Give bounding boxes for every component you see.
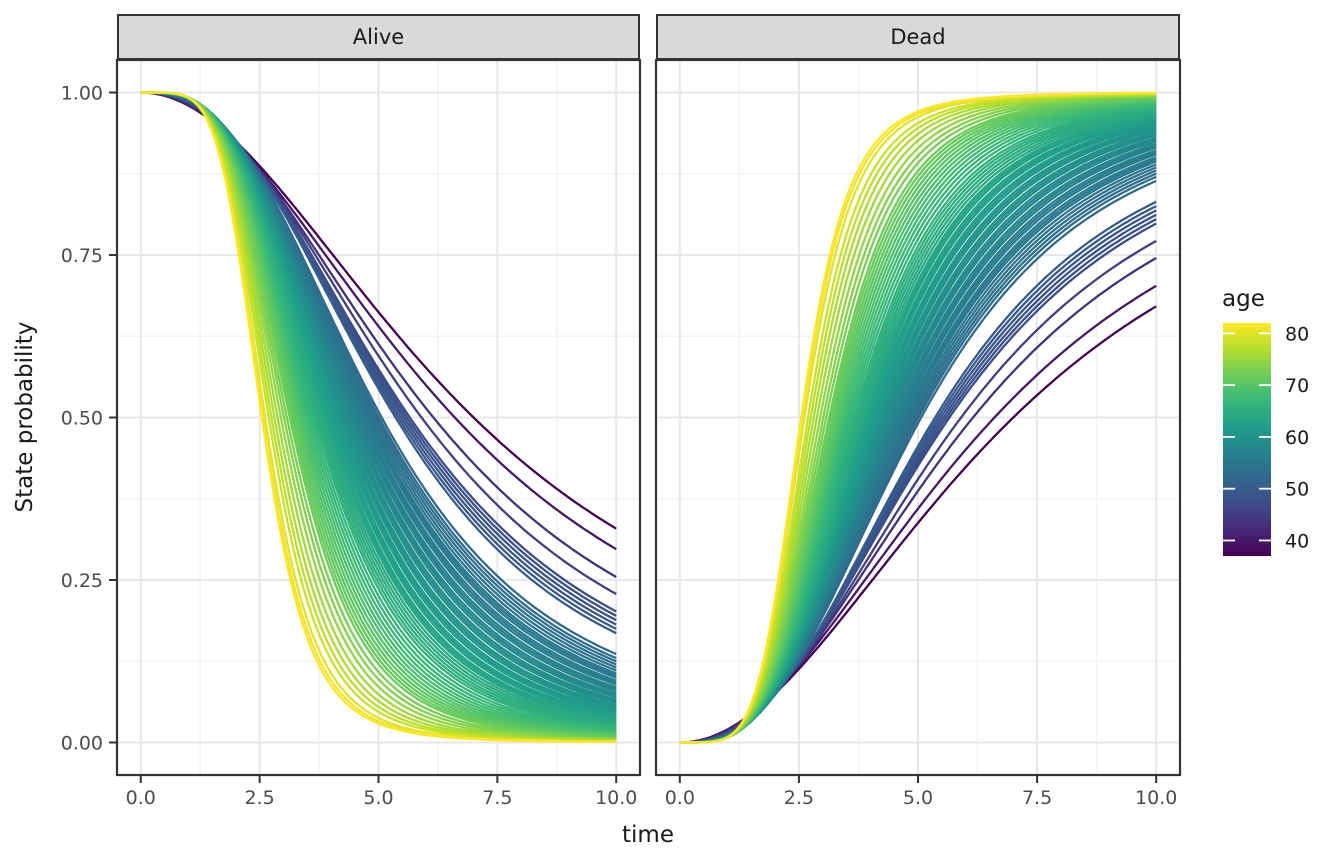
x-tick-label: 2.5 xyxy=(784,787,814,809)
x-tick-label: 10.0 xyxy=(595,787,637,809)
x-tick-label: 5.0 xyxy=(363,787,393,809)
x-tick-label: 7.5 xyxy=(1022,787,1052,809)
legend-tick-label: 40 xyxy=(1285,530,1309,552)
panel-border xyxy=(115,58,642,777)
facet-strip-dead: Dead xyxy=(656,14,1180,60)
x-tick-label: 5.0 xyxy=(903,787,933,809)
legend-tick-label: 80 xyxy=(1285,323,1309,345)
x-axis-title: time xyxy=(622,822,674,848)
panel-alive: 0.0 2.5 5.0 7.5 10.0 xyxy=(115,58,642,809)
legend-tick-label: 70 xyxy=(1285,375,1309,397)
panel-border xyxy=(654,58,1182,777)
y-tick-label: 0.50 xyxy=(61,408,103,430)
y-axis-title: State probability xyxy=(12,321,38,513)
y-tick-label: 0.75 xyxy=(61,245,103,267)
y-tick-label: 0.00 xyxy=(61,733,103,755)
x-tick-label: 7.5 xyxy=(482,787,512,809)
legend-tick-label: 50 xyxy=(1285,479,1309,501)
panel-dead: 0.0 2.5 5.0 7.5 10.0 xyxy=(654,58,1182,809)
age-curve xyxy=(679,91,1157,744)
x-tick-label: 10.0 xyxy=(1135,787,1177,809)
x-tick-label: 0.0 xyxy=(665,787,695,809)
age-curve xyxy=(140,91,617,744)
y-tick-label: 1.00 xyxy=(61,83,103,105)
legend-title: age xyxy=(1222,286,1265,312)
y-tick-label: 0.25 xyxy=(61,570,103,592)
legend-tick-label: 60 xyxy=(1285,427,1309,449)
legend-gradient-bar xyxy=(1223,323,1271,556)
x-tick-label: 0.0 xyxy=(126,787,156,809)
facet-strip-alive: Alive xyxy=(117,14,640,60)
legend-colorbar: 80 70 60 50 40 xyxy=(1223,323,1309,556)
x-tick-label: 2.5 xyxy=(245,787,275,809)
